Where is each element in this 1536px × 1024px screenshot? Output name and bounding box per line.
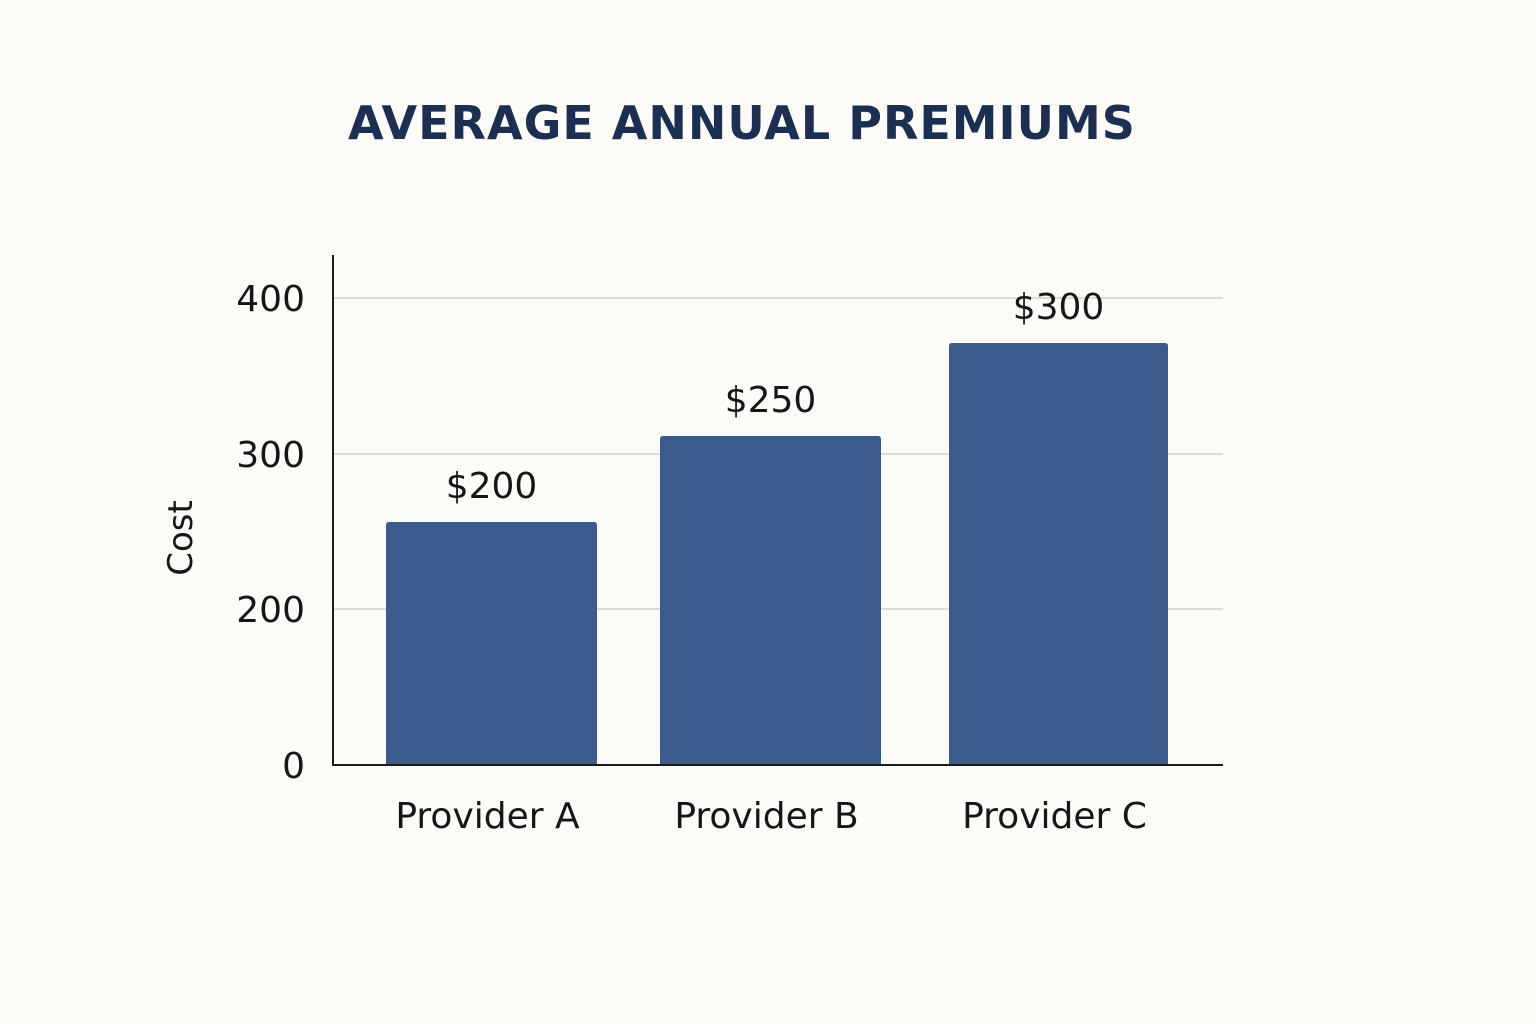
bar-provider-b [660, 436, 881, 765]
bar-provider-c [949, 343, 1168, 765]
bar-provider-a [386, 522, 597, 765]
y-tick-label-0: 0 [282, 746, 305, 787]
bar-chart: 0200300400 Provider A Provider B Provider … [0, 0, 1536, 1024]
y-tick-label-400: 400 [236, 279, 305, 320]
bar-value-label-2: $300 [1013, 287, 1105, 328]
x-category-label-2: Provider C [962, 796, 1147, 837]
x-category-label-1: Provider B [674, 796, 858, 837]
y-tick-label-300: 300 [236, 435, 305, 476]
x-category-labels: Provider A Provider B Provider C [395, 796, 1147, 837]
y-tick-labels: 0 200 300 400 [236, 279, 305, 787]
y-tick-label-200: 200 [236, 590, 305, 631]
y-axis-label: Cost [161, 500, 201, 576]
x-category-label-0: Provider A [395, 796, 580, 837]
bar-value-label-0: $200 [446, 466, 538, 507]
bar-value-label-1: $250 [725, 380, 817, 421]
